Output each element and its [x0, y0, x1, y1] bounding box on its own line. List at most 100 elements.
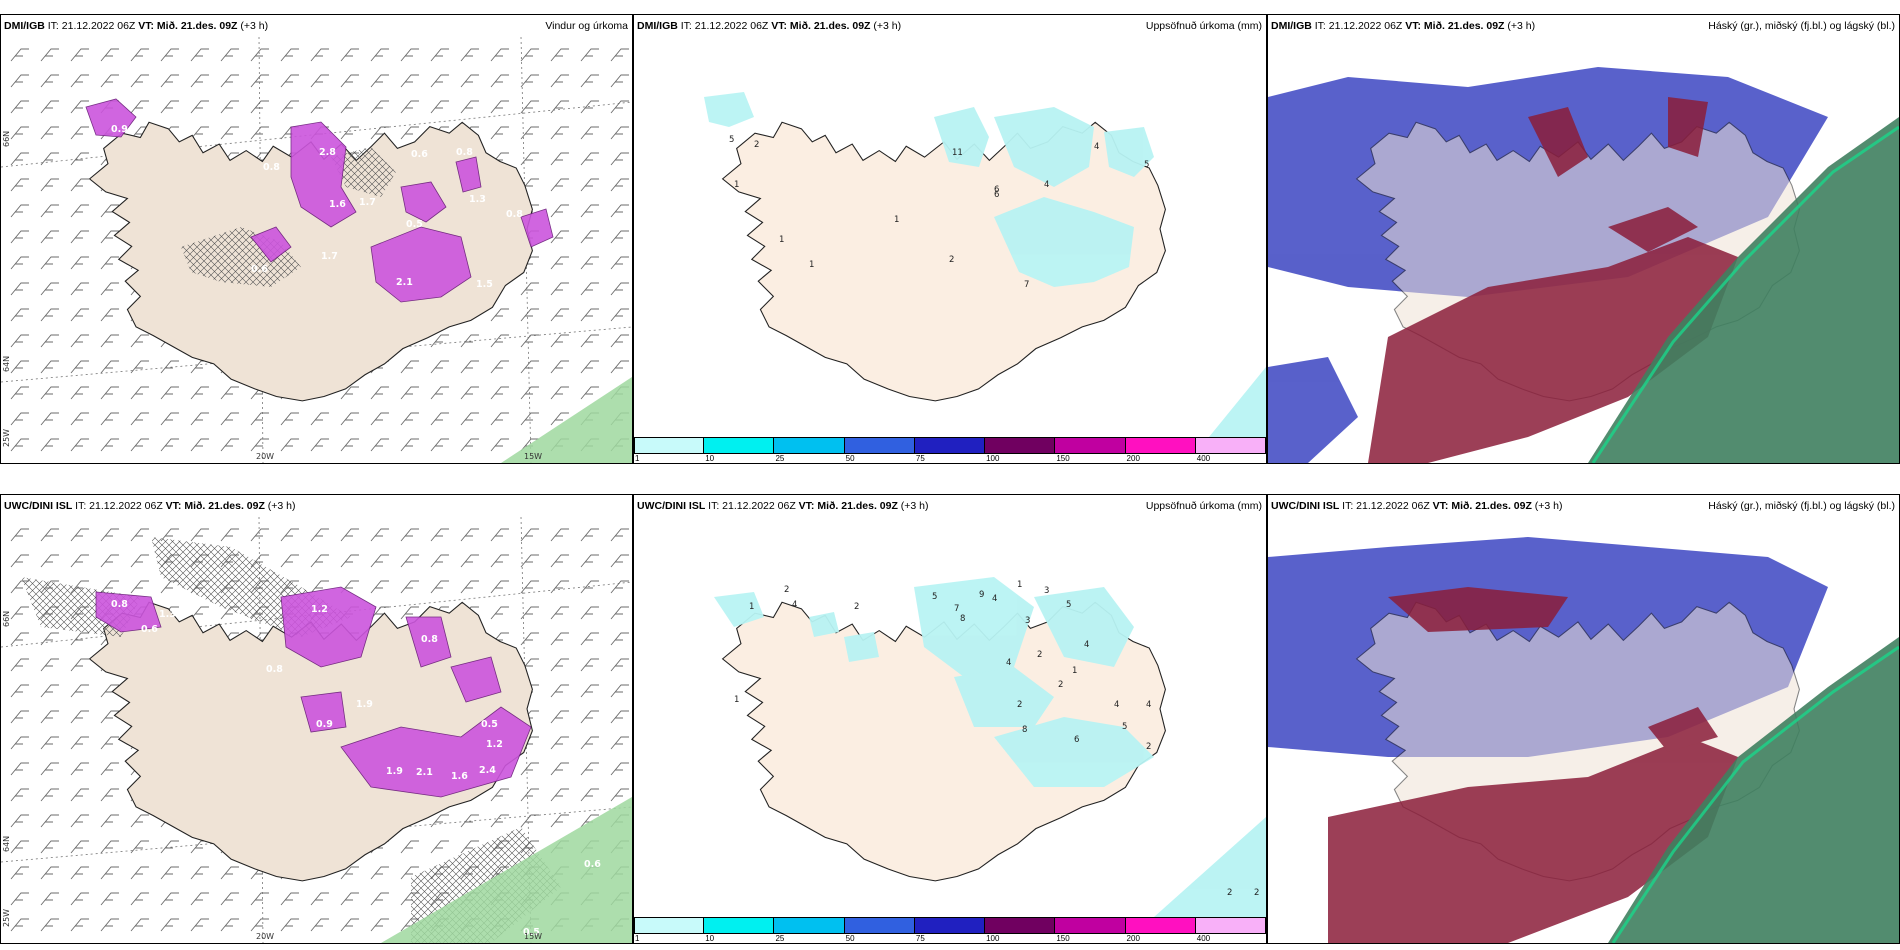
cloud-cover-map[interactable] [1268, 517, 1899, 943]
wind-barb [580, 554, 599, 568]
wind-barb [610, 528, 629, 542]
valid-time: VT: Mið. 21.des. 09Z [138, 20, 238, 32]
precip-labels: 2.8 1.7 1.6 2.1 1.7 1.5 0.8 1.3 0.8 0.6 … [111, 124, 523, 290]
wind-barb [130, 554, 149, 568]
precip-label: 0.9 [111, 124, 128, 135]
wind-barb [490, 606, 509, 620]
wind-barb [460, 334, 479, 348]
accum-precip-map[interactable]: 2 4 1 2 5 7 8 9 4 1 3 5 2 4 3 4 2 1 4 2 … [634, 517, 1266, 917]
panel-header: UWC/DINI ISL IT: 21.12.2022 06Z VT: Mið.… [1, 495, 632, 517]
wind-barb [400, 528, 419, 542]
wind-precip-map[interactable]: 2.8 1.7 1.6 2.1 1.7 1.5 0.8 1.3 0.8 0.6 … [1, 37, 632, 463]
wind-barb [550, 152, 569, 166]
wind-barb [280, 554, 299, 568]
lead-time: (+3 h) [873, 20, 902, 32]
wind-barb [220, 412, 239, 426]
wind-barb [220, 438, 239, 452]
wind-barb [40, 256, 59, 270]
wind-barb [490, 126, 509, 140]
panel-accum-precip-dmi[interactable]: DMI/IGB IT: 21.12.2022 06Z VT: Mið. 21.d… [633, 14, 1267, 464]
wind-barb [70, 554, 89, 568]
panel-wind-precip-dini[interactable]: UWC/DINI ISL IT: 21.12.2022 06Z VT: Mið.… [0, 494, 633, 944]
wind-barb [310, 438, 329, 452]
colorbar-tick: 75 [915, 934, 925, 943]
wind-barb [490, 48, 509, 62]
wind-barb [100, 892, 119, 906]
accum-label: 2 [1227, 888, 1232, 898]
panel-header: DMI/IGB IT: 21.12.2022 06Z VT: Mið. 21.d… [1, 15, 632, 37]
precip-label: 0.9 [316, 719, 333, 730]
wind-barb [250, 528, 269, 542]
wind-barb [400, 48, 419, 62]
wind-barb [100, 866, 119, 880]
wind-barb [10, 918, 29, 932]
accum-precip-map[interactable]: 1 5 2 6 1 11 6 4 4 5 1 2 7 1 [634, 37, 1266, 437]
wind-barb [430, 100, 449, 114]
wind-barb [10, 840, 29, 854]
wind-barb [430, 438, 449, 452]
wind-barb [520, 126, 539, 140]
model-name: DMI/IGB [1271, 20, 1312, 32]
wind-barb [460, 360, 479, 374]
wind-barb [550, 126, 569, 140]
wind-barb [580, 710, 599, 724]
mid-cloud-areas [1368, 97, 1738, 463]
wind-barb [160, 528, 179, 542]
wind-barb [430, 840, 449, 854]
wind-barb [520, 412, 539, 426]
wind-barb [40, 282, 59, 296]
accum-label: 6 [994, 185, 999, 195]
wind-barb [70, 74, 89, 88]
wind-barb [70, 282, 89, 296]
wind-barb [160, 74, 179, 88]
wind-barb [580, 152, 599, 166]
panel-accum-precip-dini[interactable]: UWC/DINI ISL IT: 21.12.2022 06Z VT: Mið.… [633, 494, 1267, 944]
wind-barb [10, 334, 29, 348]
wind-barb [10, 74, 29, 88]
wind-barb [550, 360, 569, 374]
wind-barb [250, 126, 269, 140]
wind-barb [70, 360, 89, 374]
wind-precip-map[interactable]: 1.3 0.6 0.8 1.2 1.9 0.8 0.9 2.1 1.6 2.4 … [1, 517, 632, 943]
wind-barb [490, 412, 509, 426]
wind-barb [100, 204, 119, 218]
wind-barb [340, 866, 359, 880]
wind-barb [520, 100, 539, 114]
wind-barb [100, 762, 119, 776]
panel-clouds-dini[interactable]: UWC/DINI ISL IT: 21.12.2022 06Z VT: Mið.… [1267, 494, 1900, 944]
panel-clouds-dmi[interactable]: DMI/IGB IT: 21.12.2022 06Z VT: Mið. 21.d… [1267, 14, 1900, 464]
wind-barb [460, 580, 479, 594]
accum-label: 2 [949, 255, 954, 265]
colorbar-swatch [1195, 437, 1266, 454]
wind-barb [340, 48, 359, 62]
wind-barb [190, 840, 209, 854]
precip-label: 1.2 [311, 604, 328, 615]
wind-barb [550, 204, 569, 218]
wind-barb [130, 48, 149, 62]
wind-barb [40, 866, 59, 880]
init-time: IT: 21.12.2022 06Z [75, 500, 163, 512]
colorbar-tick: 200 [1126, 934, 1140, 943]
model-name: UWC/DINI ISL [637, 500, 706, 512]
cloud-cover-map[interactable] [1268, 37, 1899, 463]
wind-barb [400, 606, 419, 620]
precip-labels: 1 5 2 6 1 11 6 4 4 5 1 2 7 1 [729, 135, 1149, 290]
wind-barb [550, 100, 569, 114]
wind-barb [100, 360, 119, 374]
wind-barb [70, 100, 89, 114]
wind-barb [280, 48, 299, 62]
wind-barb [100, 412, 119, 426]
wind-barb [310, 100, 329, 114]
wind-barb [490, 528, 509, 542]
wind-barb [520, 814, 539, 828]
accum-label: 1 [734, 180, 739, 190]
accum-label: 3 [1025, 616, 1030, 626]
wind-barb [550, 580, 569, 594]
precip-label: 1.3 [469, 194, 486, 205]
wind-barb [190, 100, 209, 114]
precip-label: 0.6 [584, 859, 601, 870]
wind-barb [520, 632, 539, 646]
panel-wind-precip-dmi[interactable]: DMI/IGB IT: 21.12.2022 06Z VT: Mið. 21.d… [0, 14, 633, 464]
accum-label: 7 [954, 604, 959, 614]
precip-label: 1.3 [159, 609, 176, 620]
